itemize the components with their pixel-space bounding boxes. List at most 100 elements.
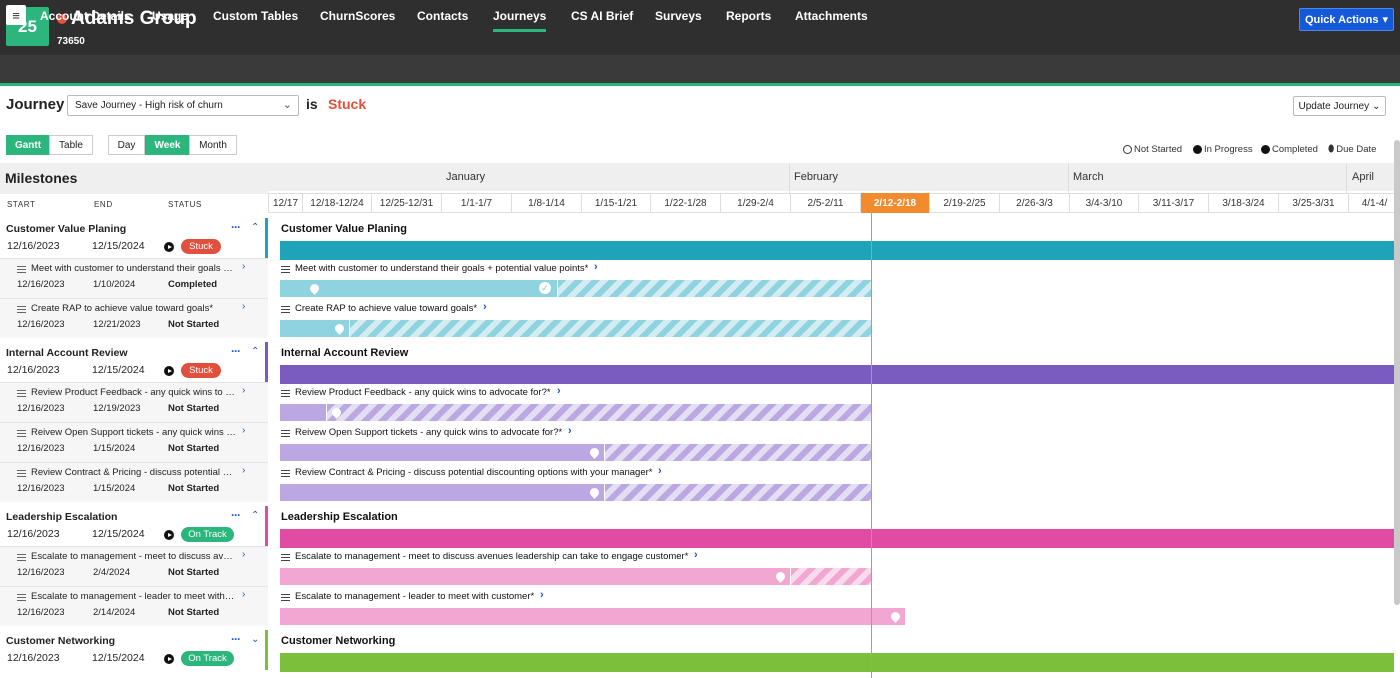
chevron-right-icon[interactable]: › (242, 261, 246, 272)
gantt-task-label[interactable]: Escalate to management - meet to discuss… (295, 551, 689, 562)
tab-cs-ai-brief[interactable]: CS AI Brief (571, 9, 634, 23)
task-name[interactable]: Review Product Feedback - any quick wins… (31, 387, 236, 398)
tab-surveys[interactable]: Surveys (655, 9, 702, 23)
status-badge: Stuck (181, 363, 221, 378)
map-pin-icon: ⬮ (1328, 144, 1335, 155)
milestone-end: 12/15/2024 (92, 240, 145, 252)
task-name[interactable]: Escalate to management - meet to discuss… (31, 551, 236, 562)
more-options-icon[interactable]: ··· (231, 632, 241, 646)
milestone-name[interactable]: Leadership Escalation (6, 511, 118, 523)
chevron-right-icon[interactable]: › (694, 549, 698, 561)
gantt-group-bar[interactable] (280, 241, 1394, 260)
milestone-start: 12/16/2023 (7, 364, 60, 376)
chevron-right-icon[interactable]: › (242, 549, 246, 560)
task-bar-overdue[interactable] (605, 444, 871, 461)
gantt-group-bar[interactable] (280, 529, 1394, 548)
tab-reports[interactable]: Reports (726, 9, 772, 23)
chevron-right-icon[interactable]: › (568, 425, 572, 437)
task-row[interactable] (0, 382, 268, 422)
chevron-right-icon[interactable]: › (557, 385, 561, 397)
chevron-right-icon[interactable]: › (242, 465, 246, 476)
tab-contacts[interactable]: Contacts (417, 9, 469, 23)
view-table-button[interactable]: Table (49, 135, 93, 155)
task-bar-overdue[interactable] (791, 568, 871, 585)
tab-attachments[interactable]: Attachments (795, 9, 868, 23)
task-bar[interactable] (280, 280, 557, 297)
milestone-name[interactable]: Customer Value Planing (6, 223, 127, 235)
chevron-right-icon[interactable]: › (658, 465, 662, 477)
update-journey-button[interactable]: Update Journey ⌄ (1293, 96, 1386, 116)
status-badge: Stuck (181, 239, 221, 254)
gantt-task-label[interactable]: Escalate to management - leader to meet … (295, 591, 535, 602)
chevron-right-icon[interactable]: › (242, 425, 246, 436)
vertical-scrollbar[interactable] (1394, 140, 1400, 605)
gantt-task-label[interactable]: Meet with customer to understand their g… (295, 263, 589, 274)
task-name[interactable]: Create RAP to achieve value toward goals… (31, 303, 214, 314)
gantt-group-bar[interactable] (280, 653, 1394, 672)
timeline-month-row (268, 163, 1400, 191)
more-options-icon[interactable]: ··· (231, 344, 241, 358)
chevron-right-icon[interactable]: › (242, 589, 246, 600)
chevron-right-icon[interactable]: › (483, 301, 487, 313)
milestone-group[interactable] (0, 218, 268, 258)
more-options-icon[interactable]: ··· (231, 508, 241, 522)
milestone-name[interactable]: Internal Account Review (6, 347, 128, 359)
more-options-icon[interactable]: ··· (231, 220, 241, 234)
task-bar-overdue[interactable] (605, 484, 871, 501)
task-row[interactable] (0, 462, 268, 502)
tab-custom-tables[interactable]: Custom Tables (213, 9, 299, 23)
task-bar-overdue[interactable] (350, 320, 871, 337)
task-row[interactable] (0, 546, 268, 586)
task-bar[interactable] (280, 320, 349, 337)
task-name[interactable]: Review Contract & Pricing - discuss pote… (31, 467, 236, 478)
tab-churnscores[interactable]: ChurnScores (320, 9, 396, 23)
chevron-up-icon[interactable]: ⌃ (251, 510, 260, 521)
task-list-icon (281, 390, 290, 397)
hamburger-icon[interactable]: ≡ (6, 5, 26, 25)
month-divider (1346, 163, 1347, 193)
gantt-task-label[interactable]: Review Product Feedback - any quick wins… (295, 387, 551, 398)
task-name[interactable]: Reivew Open Support tickets - any quick … (31, 427, 236, 438)
gantt-group-bar[interactable] (280, 365, 1394, 384)
scale-month-button[interactable]: Month (189, 135, 237, 155)
quick-actions-button[interactable]: Quick Actions ▾ (1299, 8, 1394, 31)
task-bar[interactable] (280, 404, 326, 421)
task-bar[interactable] (280, 568, 790, 585)
task-row[interactable] (0, 586, 268, 626)
chevron-down-icon[interactable]: ⌄ (251, 634, 260, 645)
task-bar-overdue[interactable] (558, 280, 871, 297)
tab-journeys[interactable]: Journeys (493, 9, 547, 32)
chevron-right-icon[interactable]: › (242, 385, 246, 396)
task-start: 12/16/2023 (17, 483, 65, 494)
legend-label: Not Started (1134, 144, 1183, 155)
gantt-task-label[interactable]: Review Contract & Pricing - discuss pote… (295, 467, 653, 478)
chevron-right-icon[interactable]: › (242, 301, 246, 312)
gantt-task-label[interactable]: Create RAP to achieve value toward goals… (295, 303, 478, 314)
chevron-right-icon[interactable]: › (594, 261, 598, 273)
task-row[interactable] (0, 298, 268, 338)
chevron-right-icon[interactable]: › (540, 589, 544, 601)
task-bar-overdue[interactable] (327, 404, 871, 421)
tab-account-details[interactable]: Account Details (40, 9, 131, 23)
task-list-icon (281, 554, 290, 561)
scale-day-button[interactable]: Day (108, 135, 145, 155)
task-name[interactable]: Escalate to management - leader to meet … (31, 591, 236, 602)
task-bar[interactable] (280, 608, 905, 625)
view-gantt-button[interactable]: Gantt (6, 135, 50, 155)
task-name[interactable]: Meet with customer to understand their g… (31, 263, 236, 274)
milestone-group[interactable] (0, 342, 268, 382)
task-bar[interactable] (280, 444, 604, 461)
chevron-up-icon[interactable]: ⌃ (251, 222, 260, 233)
task-bar[interactable] (280, 484, 604, 501)
milestone-name[interactable]: Customer Networking (6, 635, 116, 647)
scale-week-button[interactable]: Week (145, 135, 190, 155)
task-status: Not Started (168, 567, 220, 578)
chevron-up-icon[interactable]: ⌃ (251, 346, 260, 357)
task-row[interactable] (0, 258, 268, 298)
gantt-task-label[interactable]: Reivew Open Support tickets - any quick … (295, 427, 563, 438)
tab-usage[interactable]: Usage (152, 9, 189, 23)
gantt-group-label: Customer Value Planing (281, 223, 407, 235)
task-row[interactable] (0, 422, 268, 462)
journey-select[interactable]: Save Journey - High risk of churn ⌄ (67, 95, 299, 116)
week-cell: 3/18-3/24 (1208, 193, 1278, 213)
